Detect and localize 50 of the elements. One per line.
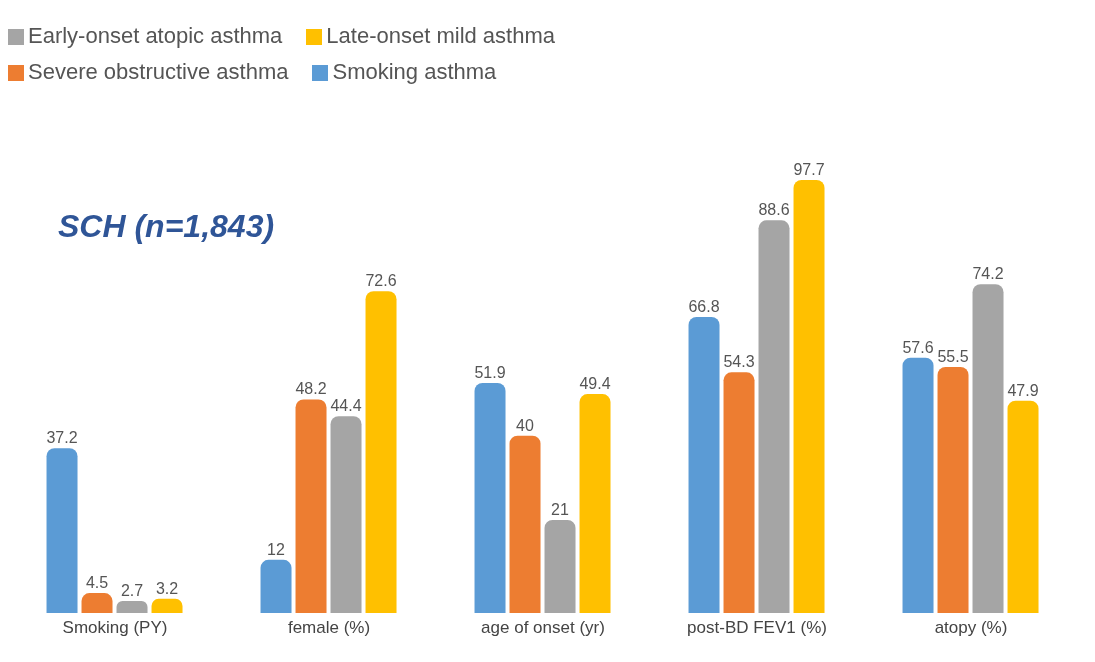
bar <box>723 372 755 613</box>
data-label: 88.6 <box>758 201 790 219</box>
bar <box>509 435 541 613</box>
data-label: 55.5 <box>937 348 969 366</box>
bar <box>260 559 292 613</box>
data-label: 97.7 <box>793 161 825 178</box>
bar <box>365 291 397 613</box>
x-tick-label: atopy (%) <box>934 618 1008 638</box>
legend-label: Severe obstructive asthma <box>28 59 289 84</box>
data-label: 21 <box>551 500 570 518</box>
bar <box>688 316 720 613</box>
bar <box>81 593 113 613</box>
data-label: 54.3 <box>723 353 755 371</box>
bar <box>544 519 576 613</box>
legend-label: Smoking asthma <box>332 59 497 84</box>
bar <box>474 382 506 613</box>
data-label: 66.8 <box>688 297 720 315</box>
data-label: 37.2 <box>46 429 78 447</box>
legend-label: Late-onset mild asthma <box>326 23 556 48</box>
x-tick-label: Smoking (PY) <box>62 618 168 638</box>
data-label: 40 <box>516 416 535 434</box>
data-label: 72.6 <box>365 272 397 290</box>
x-tick-label: age of onset (yr) <box>481 618 605 638</box>
bar <box>151 598 183 613</box>
x-tick-label: post-BD FEV1 (%) <box>687 618 827 638</box>
bar <box>295 399 327 613</box>
bar <box>793 180 825 613</box>
data-label: 48.2 <box>295 380 327 398</box>
data-label: 74.2 <box>972 265 1004 283</box>
bar <box>902 357 934 613</box>
data-label: 47.9 <box>1007 381 1039 399</box>
bar <box>758 220 790 613</box>
data-label: 3.2 <box>155 579 179 597</box>
legend-label: Early-onset atopic asthma <box>28 23 283 48</box>
bar <box>1007 400 1039 613</box>
text: SCH (n=1,843) <box>58 208 275 245</box>
bar <box>330 416 362 613</box>
data-label: 49.4 <box>579 375 611 393</box>
bar <box>972 284 1004 613</box>
bar <box>579 394 611 613</box>
x-tick-label: female (%) <box>287 618 371 638</box>
data-label: 2.7 <box>120 582 144 600</box>
data-label: 44.4 <box>330 397 362 415</box>
data-label: 51.9 <box>474 363 506 381</box>
data-label: 12 <box>267 540 286 558</box>
data-label: 4.5 <box>85 574 109 592</box>
bar <box>937 367 969 613</box>
bar <box>116 601 148 613</box>
data-label: 57.6 <box>902 338 934 356</box>
bar <box>46 448 78 613</box>
